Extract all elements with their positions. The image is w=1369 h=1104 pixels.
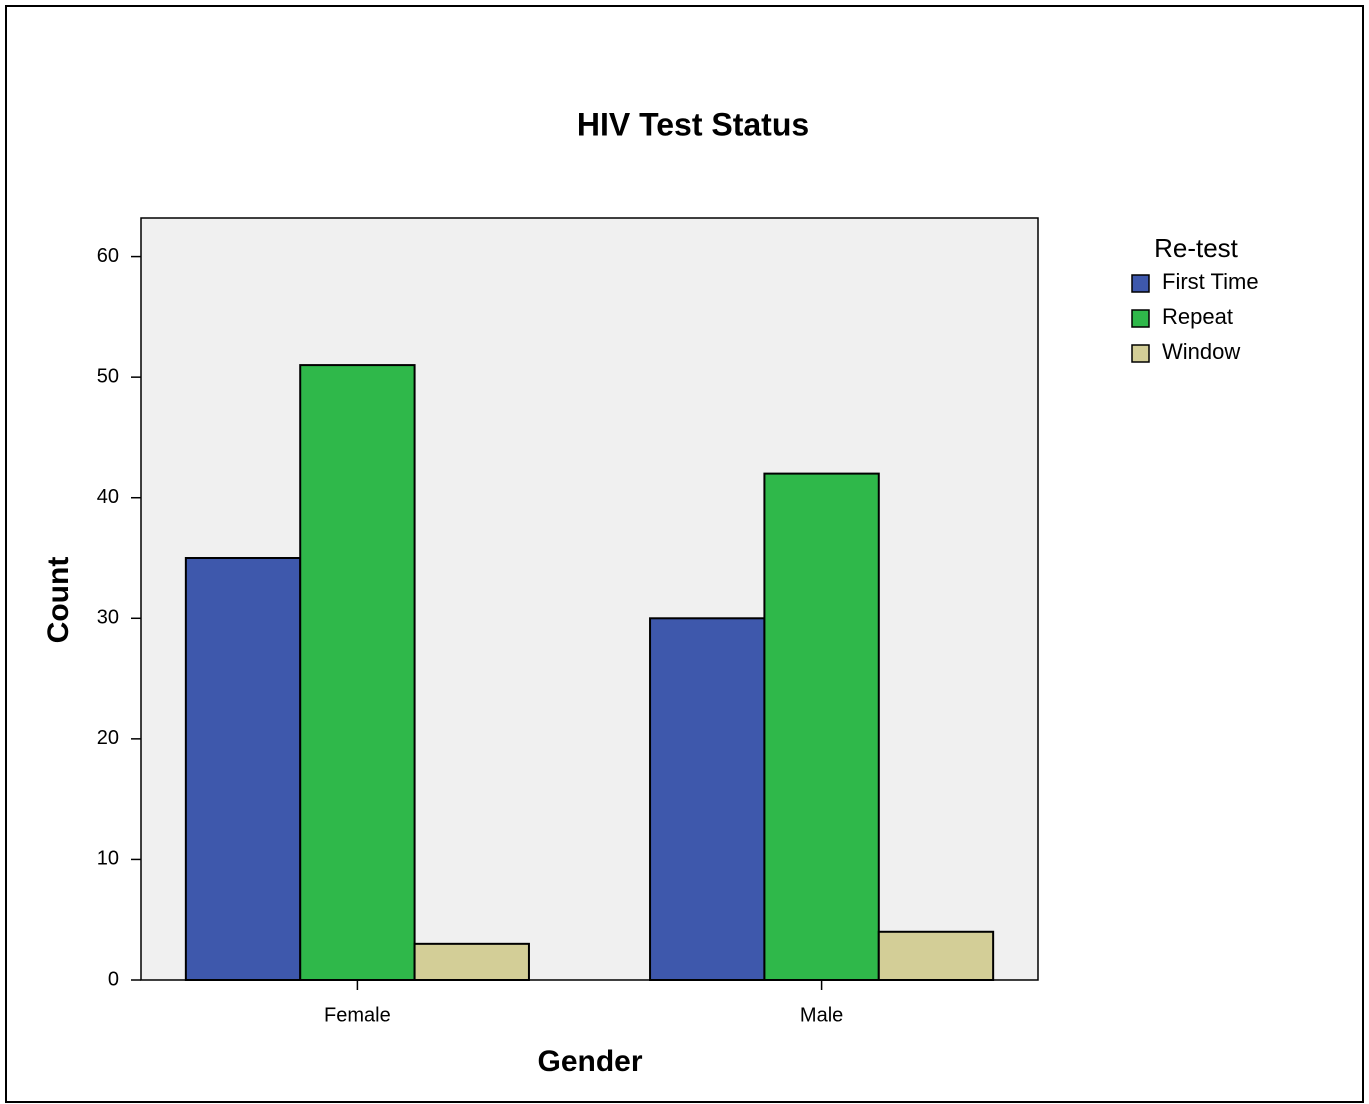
bar [649, 617, 766, 981]
y-tick-label: 10 [97, 848, 119, 870]
x-tick-label: Male [800, 1004, 843, 1026]
bar [299, 364, 416, 982]
legend-label: First Time [1162, 269, 1259, 294]
y-tick-label: 50 [97, 365, 119, 387]
y-tick-label: 60 [97, 245, 119, 267]
bar [877, 930, 995, 982]
legend-swatch [1131, 309, 1150, 328]
y-tick-label: 20 [97, 727, 119, 749]
legend-label: Repeat [1162, 304, 1233, 329]
y-tick-label: 0 [108, 968, 119, 990]
bar [413, 942, 530, 981]
x-axis-label: Gender [537, 1045, 642, 1078]
y-tick-label: 30 [97, 607, 119, 629]
bar [184, 557, 302, 982]
chart-title: HIV Test Status [577, 106, 809, 142]
bar [763, 472, 880, 981]
legend-title: Re-test [1154, 233, 1239, 263]
legend-swatch [1131, 274, 1150, 293]
x-tick-label: Female [324, 1004, 391, 1026]
legend-swatch [1131, 344, 1150, 363]
y-tick-label: 40 [97, 486, 119, 508]
legend-label: Window [1162, 339, 1240, 364]
y-axis-label: Count [42, 557, 75, 644]
